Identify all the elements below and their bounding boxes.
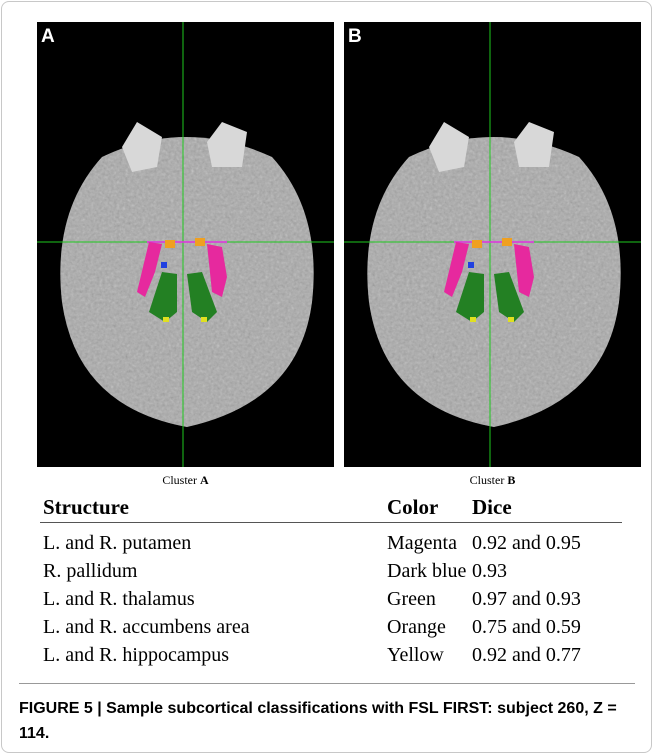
table-cell: Dark blue [387,560,467,582]
image-panel: A [37,22,334,467]
brain-image [37,22,334,467]
table-cell: 0.92 and 0.77 [472,644,581,666]
table-cell: 0.97 and 0.93 [472,588,581,610]
caption-rule [19,683,635,684]
table-cell: 0.93 [472,560,507,582]
column-header: Structure [43,495,129,519]
panel-label: A [41,26,55,47]
caption-text: Cluster [162,473,197,487]
panel-label: B [348,26,362,47]
table-cell: Orange [387,616,446,638]
brain-image [344,22,641,467]
table-cell: Green [387,588,436,610]
table-cell: L. and R. thalamus [43,588,195,610]
table-cell: 0.75 and 0.59 [472,616,581,638]
table-cell: L. and R. hippocampus [43,644,230,666]
table-cell: L. and R. accumbens area [43,616,250,638]
panel-caption: Cluster B [344,473,641,488]
table-cell: R. pallidum [43,560,138,582]
figure-caption: FIGURE 5 | Sample subcortical classifica… [19,700,617,742]
column-header: Dice [472,495,512,519]
caption-letter: A [200,473,209,487]
table-cell: Yellow [387,644,444,666]
column-header: Color [387,495,439,519]
table-cell: L. and R. putamen [43,532,192,554]
caption-text: Cluster [469,473,505,487]
caption-letter: B [507,473,516,487]
image-panel: B [344,22,641,467]
header-rule [40,522,622,523]
table-cell: 0.92 and 0.95 [472,532,581,554]
panel-caption: Cluster A [37,473,334,488]
table-cell: Magenta [387,532,457,554]
